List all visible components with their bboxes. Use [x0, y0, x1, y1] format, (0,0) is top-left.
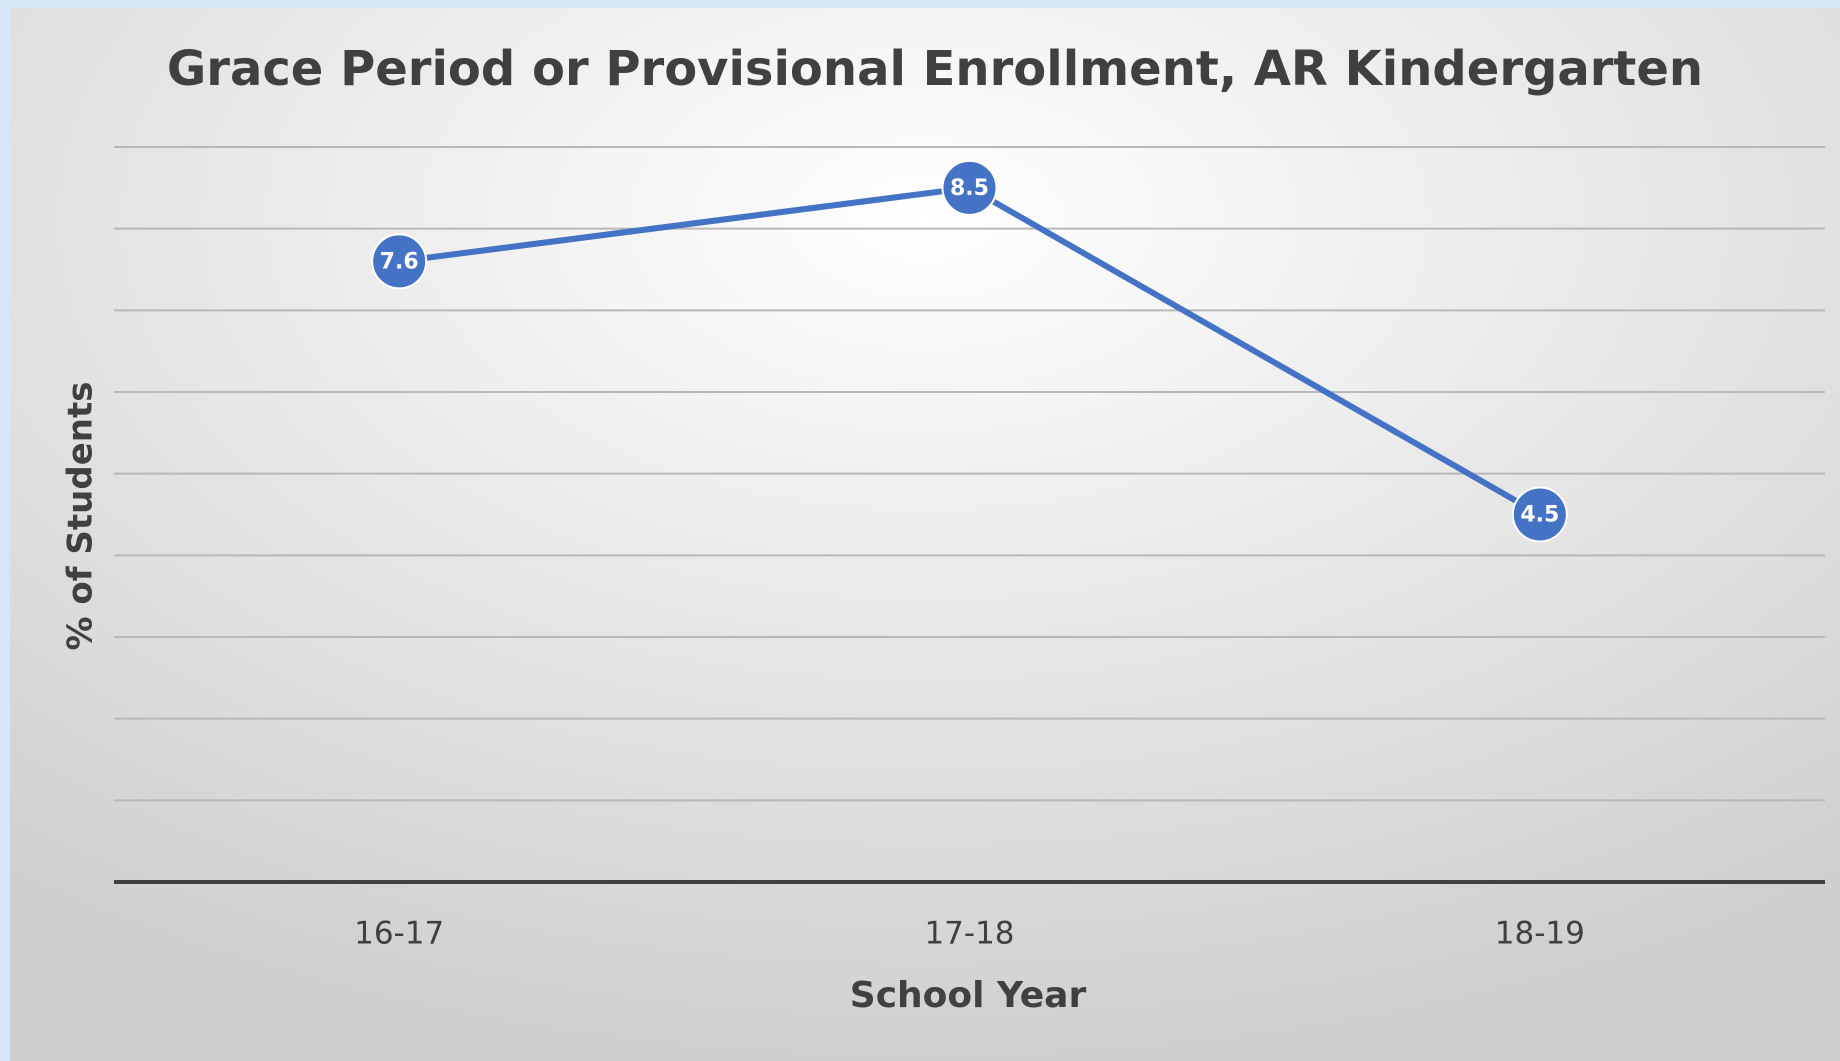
marker: [1511, 486, 1568, 543]
data-label: 4.5: [1520, 503, 1559, 528]
x-tick-label: 18-19: [1495, 916, 1585, 952]
y-axis-title: % of Students: [61, 382, 101, 651]
data-label: 8.5: [950, 176, 989, 201]
marker: [371, 233, 428, 290]
x-axis-title: School Year: [850, 975, 1087, 1016]
x-tick-label: 17-18: [924, 916, 1014, 952]
chart-title: Grace Period or Provisional Enrollment, …: [167, 41, 1703, 97]
data-label: 7.6: [380, 249, 419, 274]
x-tick-label: 16-17: [354, 916, 444, 952]
chart-background: [10, 8, 1840, 1061]
marker: [941, 159, 998, 216]
